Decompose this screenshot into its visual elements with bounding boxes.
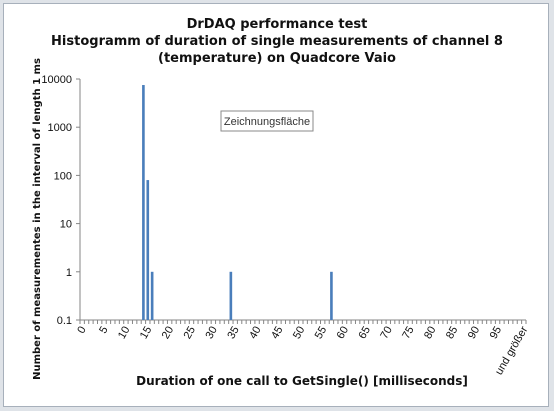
x-tick-label-15: 75 [400,325,417,342]
x-tick-label-1: 5 [97,325,110,336]
x-tick-label-2: 10 [116,325,133,342]
x-tick-label-16: 80 [422,325,439,342]
bar-3 [229,271,233,320]
y-axis-label: Number of measurementes in the interval … [32,58,43,380]
chart-title-line-3: (temperature) on Quadcore Vaio [158,51,396,66]
x-tick-label-14: 70 [378,325,395,342]
x-tick-label-17: 85 [444,325,461,342]
y-tick-label-4: 1000 [48,122,72,134]
bar-4 [330,271,333,320]
x-tick-label-8: 40 [247,325,264,342]
chart-title-line-2: Histogramm of duration of single measure… [51,34,503,49]
x-tick-label-9: 45 [269,325,286,342]
x-tick-label-0: 0 [75,325,88,336]
x-tick-label-4: 20 [160,325,177,342]
x-tick-label-12: 60 [335,325,352,342]
bars [142,85,333,320]
x-tick-label-5: 25 [182,325,199,342]
y-tick-label-1: 1 [66,267,72,279]
y-tick-label-3: 100 [54,170,72,182]
axes [76,78,527,324]
y-tick-label-2: 10 [60,219,72,231]
x-tick-label-13: 65 [356,325,373,342]
bar-1 [146,180,150,320]
x-tick-label-6: 30 [203,325,220,342]
chart-canvas: DrDAQ performance test Histogramm of dur… [32,17,531,388]
x-tick-label-11: 55 [313,325,330,342]
x-axis-label: Duration of one call to GetSingle() [mil… [136,374,468,388]
bar-0 [142,85,145,320]
chart-frame: DrDAQ performance test Histogramm of dur… [3,3,549,407]
y-tick-label-5: 10000 [41,74,72,86]
x-tick-label-18: 90 [466,325,483,342]
x-tick-label-7: 35 [225,325,242,342]
x-tick-label-3: 15 [138,325,155,342]
y-tick-label-0: 0.1 [57,315,72,327]
tooltip-box [220,110,314,132]
bar-2 [150,271,154,320]
x-tick-label-19: 95 [488,325,505,342]
tooltip-text: Zeichnungsfläche [224,116,310,128]
plot-area-tooltip: Zeichnungsfläche [220,110,314,132]
chart-title-line-1: DrDAQ performance test [187,17,368,32]
x-tick-label-10: 50 [291,325,308,342]
tick-labels: 0.1 1 10 100 1000 10000 0 5 10 15 20 25 30 35 40 45 50 55… [41,74,530,377]
